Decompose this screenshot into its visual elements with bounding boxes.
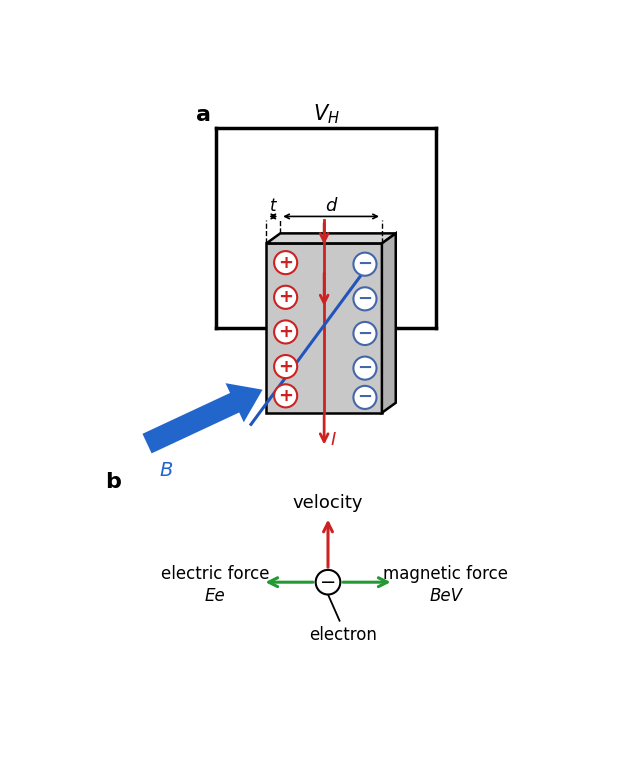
Text: t: t <box>270 197 276 215</box>
Text: −: − <box>357 255 372 274</box>
Text: velocity: velocity <box>292 494 364 512</box>
Text: +: + <box>278 387 293 405</box>
Text: +: + <box>278 323 293 341</box>
Polygon shape <box>143 383 262 453</box>
Circle shape <box>274 385 297 407</box>
Text: electron: electron <box>310 625 378 643</box>
Text: BeV: BeV <box>429 587 462 605</box>
Circle shape <box>274 251 297 274</box>
Circle shape <box>353 287 376 310</box>
Circle shape <box>316 570 340 594</box>
Polygon shape <box>266 233 396 243</box>
Circle shape <box>353 253 376 276</box>
Text: Ee: Ee <box>204 587 225 605</box>
Text: electric force: electric force <box>161 566 269 584</box>
Text: d: d <box>325 197 337 215</box>
Text: $I$: $I$ <box>330 430 337 449</box>
Circle shape <box>274 355 297 378</box>
Polygon shape <box>382 233 396 413</box>
Text: −: − <box>320 573 336 592</box>
Circle shape <box>274 286 297 308</box>
Text: +: + <box>278 357 293 375</box>
Text: +: + <box>278 288 293 306</box>
Text: $V_H$: $V_H$ <box>312 103 339 126</box>
Circle shape <box>274 320 297 343</box>
Text: $B$: $B$ <box>159 461 173 480</box>
Polygon shape <box>266 243 382 413</box>
Circle shape <box>353 357 376 380</box>
Text: −: − <box>357 388 372 406</box>
Text: a: a <box>196 105 211 125</box>
Circle shape <box>353 322 376 345</box>
Circle shape <box>353 386 376 409</box>
Text: magnetic force: magnetic force <box>383 566 508 584</box>
Text: b: b <box>105 472 120 492</box>
Text: −: − <box>357 359 372 377</box>
Text: +: + <box>278 253 293 272</box>
Text: −: − <box>357 290 372 308</box>
Text: −: − <box>357 325 372 343</box>
